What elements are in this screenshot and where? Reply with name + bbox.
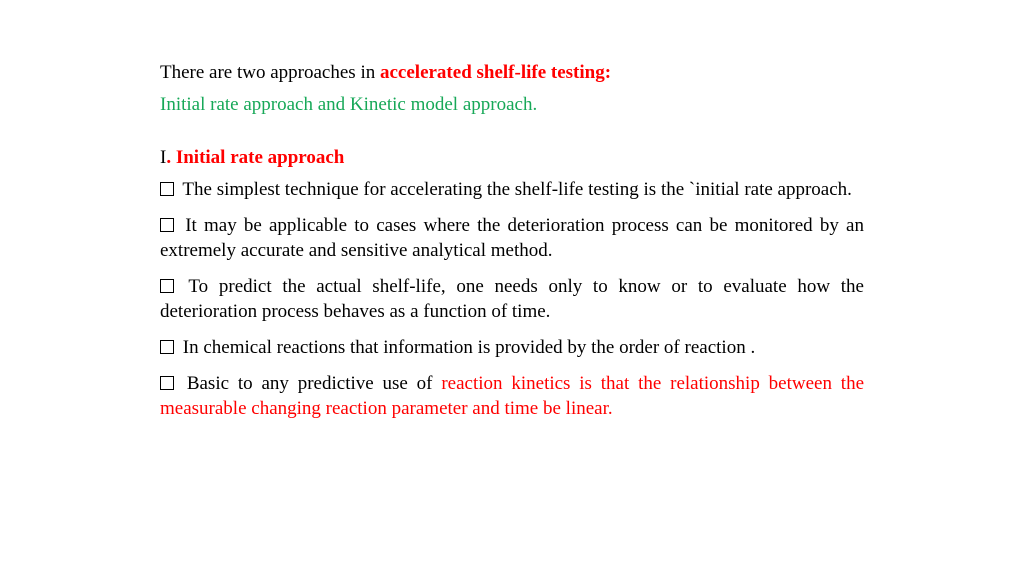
bullet-marker-icon bbox=[160, 182, 174, 196]
section-title: Initial rate approach bbox=[176, 147, 345, 168]
slide-content: There are two approaches in accelerated … bbox=[0, 0, 1024, 576]
intro-line-2: Initial rate approach and Kinetic model … bbox=[160, 92, 864, 118]
bullet-4: In chemical reactions that information i… bbox=[160, 335, 864, 361]
bullet-3: To predict the actual shelf-life, one ne… bbox=[160, 274, 864, 325]
bullet-marker-icon bbox=[160, 376, 174, 390]
bullet-5-prefix: Basic to any predictive use of bbox=[187, 373, 442, 394]
bullet-2-text: It may be applicable to cases where the … bbox=[160, 215, 864, 262]
intro-highlight: accelerated shelf-life testing: bbox=[380, 62, 611, 83]
bullet-1-text: The simplest technique for accelerating … bbox=[182, 179, 852, 200]
bullet-1: The simplest technique for accelerating … bbox=[160, 177, 864, 203]
bullet-3-text: To predict the actual shelf-life, one ne… bbox=[160, 276, 864, 323]
bullet-2: It may be applicable to cases where the … bbox=[160, 213, 864, 264]
bullet-5: Basic to any predictive use of reaction … bbox=[160, 371, 864, 422]
intro-prefix: There are two approaches in bbox=[160, 62, 380, 83]
bullet-4-text: In chemical reactions that information i… bbox=[183, 337, 755, 358]
bullet-5-suffix: . bbox=[608, 398, 613, 419]
section-heading: I. Initial rate approach bbox=[160, 145, 864, 171]
intro-line-1: There are two approaches in accelerated … bbox=[160, 60, 864, 86]
section-dot: . bbox=[166, 147, 176, 168]
bullet-marker-icon bbox=[160, 218, 174, 232]
bullet-marker-icon bbox=[160, 279, 174, 293]
bullet-marker-icon bbox=[160, 340, 174, 354]
